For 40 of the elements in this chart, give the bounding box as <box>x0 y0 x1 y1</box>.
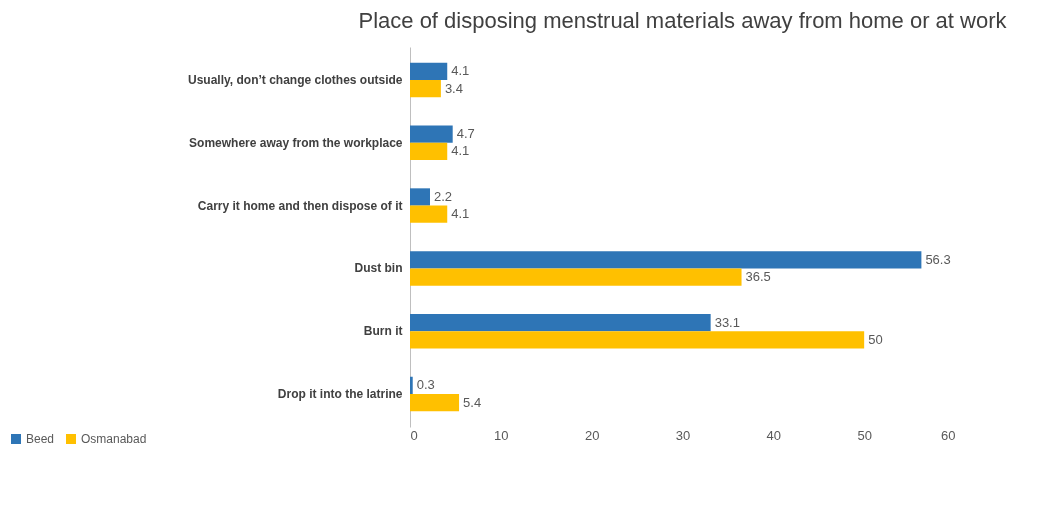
legend-label: Osmanabad <box>81 432 147 446</box>
data-label: 3.4 <box>444 80 463 96</box>
data-label: 4.7 <box>456 126 475 142</box>
bar <box>410 62 448 80</box>
legend-label: Beed <box>26 432 55 446</box>
bar <box>410 188 430 206</box>
x-tick-label: 60 <box>941 427 956 443</box>
bar <box>410 79 441 98</box>
data-label: 33.1 <box>714 314 740 330</box>
x-tick-label: 10 <box>494 427 509 443</box>
bar <box>410 268 742 286</box>
bar <box>410 394 460 412</box>
chart-title: Place of disposing menstrual materials away from home or at work <box>358 8 1008 33</box>
data-label: 36.5 <box>745 269 771 285</box>
bar <box>410 331 865 349</box>
data-label: 0.3 <box>416 377 435 393</box>
bar <box>410 251 922 269</box>
data-label: 56.3 <box>925 251 951 267</box>
x-tick-label: 20 <box>584 427 600 443</box>
data-label: 4.1 <box>451 143 470 159</box>
data-label: 2.2 <box>433 188 453 204</box>
bar <box>410 313 711 332</box>
y-tick-label: Dust bin <box>354 261 403 276</box>
x-tick-label: 0 <box>410 427 418 443</box>
data-label: 5.4 <box>463 394 482 410</box>
x-tick-label: 30 <box>675 427 691 443</box>
y-tick-label: Somewhere away from the workplace <box>189 135 403 150</box>
x-tick-label: 50 <box>857 427 872 443</box>
y-tick-label: Burn it <box>363 324 403 339</box>
y-tick-label: Usually, don’t change clothes outside <box>188 72 403 87</box>
data-label: 4.1 <box>451 63 470 79</box>
data-label: 50 <box>868 331 883 347</box>
x-tick-label: 40 <box>766 427 782 443</box>
bar <box>410 205 448 223</box>
data-label: 4.1 <box>451 206 470 222</box>
y-tick-label: Drop it into the latrine <box>277 387 403 402</box>
y-tick-label: Carry it home and then dispose of it <box>197 198 403 213</box>
bar <box>410 376 413 395</box>
bar <box>410 142 448 161</box>
bar <box>410 125 453 143</box>
